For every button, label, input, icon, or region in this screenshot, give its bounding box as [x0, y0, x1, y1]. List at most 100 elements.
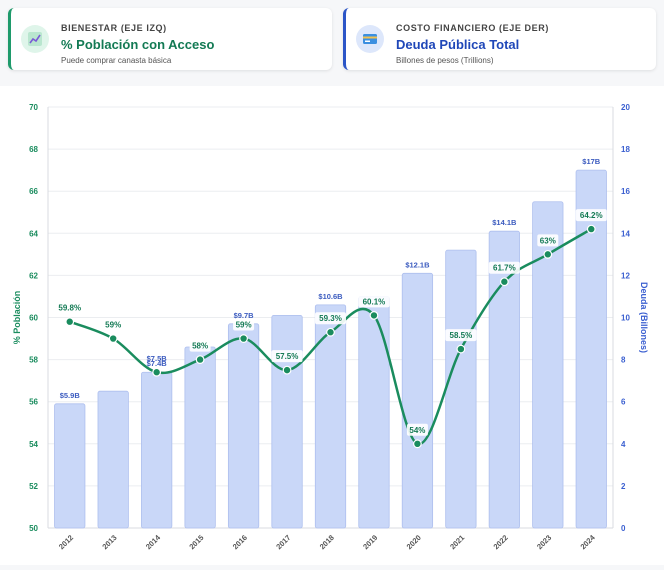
debt-bar: [141, 371, 173, 529]
poblacion-point: [456, 344, 466, 354]
poblacion-point: [282, 365, 292, 375]
poblacion-label: 63%: [540, 236, 556, 245]
x-tick-label: 2019: [361, 533, 379, 551]
x-tick-label: 2018: [318, 533, 336, 551]
credit-card-icon: [356, 25, 384, 53]
combo-chart: 505254565860626466687002468101214161820%…: [12, 103, 649, 551]
poblacion-label: 54%: [409, 426, 425, 435]
deuda-title: Deuda Pública Total: [396, 37, 520, 52]
left-axis-title: % Población: [12, 291, 22, 345]
right-tick-label: 20: [621, 103, 630, 112]
left-tick-label: 62: [29, 271, 38, 280]
debt-bar: [358, 296, 390, 529]
poblacion-point: [108, 334, 118, 343]
x-tick-label: 2023: [535, 533, 553, 551]
poblacion-label-bg: [54, 301, 86, 314]
debt-bar: [532, 201, 564, 529]
debt-bar: [401, 272, 434, 529]
right-tick-label: 16: [621, 187, 630, 196]
poblacion-point: [326, 327, 335, 337]
poblacion-label-bg: [315, 312, 346, 325]
bienestar-kicker: BIENESTAR (EJE IZQ): [61, 23, 167, 33]
debt-bar: [488, 230, 520, 529]
debt-bar: [271, 314, 303, 529]
poblacion-label: 59.3%: [319, 314, 342, 323]
poblacion-label: 58%: [192, 342, 208, 351]
right-tick-label: 6: [621, 398, 626, 407]
poblacion-label: 61.7%: [493, 264, 516, 273]
x-tick-label: 2016: [231, 533, 249, 551]
debt-bar-label: $12.1B: [405, 260, 430, 269]
left-tick-label: 66: [29, 187, 38, 196]
left-tick-label: 52: [29, 482, 38, 491]
chart-area: 50 52 54 56 58 60 62 64 66 68 70 0 2 4 6 8 10 12 14 16 18 20%…: [0, 86, 664, 565]
right-tick-label: 12: [621, 271, 630, 280]
poblacion-label-bg: [189, 339, 211, 352]
poblacion-label: 60.1%: [363, 297, 386, 306]
chart-line-icon: [21, 25, 49, 53]
x-tick-label: 2024: [579, 532, 598, 551]
poblacion-label-bg: [406, 423, 428, 436]
left-tick-label: 50: [29, 524, 38, 533]
right-tick-label: 4: [621, 440, 626, 449]
x-tick-label: 2013: [100, 533, 118, 551]
debt-bar: [184, 346, 216, 529]
poblacion-point: [239, 334, 248, 343]
deuda-card: COSTO FINANCIERO (EJE DER) Deuda Pública…: [343, 8, 656, 70]
x-tick-label: 2014: [144, 532, 163, 551]
debt-bar-label: $5.9B: [60, 391, 81, 400]
poblacion-point: [543, 249, 553, 259]
debt-bar: [54, 403, 86, 529]
x-tick-label: 2021: [448, 533, 466, 551]
debt-bar-label: $14.1B: [492, 218, 517, 227]
debt-bar: [227, 323, 260, 529]
deuda-kicker: COSTO FINANCIERO (EJE DER): [396, 23, 549, 33]
poblacion-point: [586, 224, 596, 234]
x-tick-label: 2015: [187, 533, 205, 551]
left-tick-label: 64: [29, 229, 38, 238]
right-tick-label: 10: [621, 314, 630, 323]
left-tick-label: 58: [29, 356, 38, 365]
x-tick-label: 2022: [492, 533, 510, 551]
right-axis-title: Deuda (Billones): [639, 282, 649, 353]
x-tick-label: 2017: [274, 533, 292, 551]
x-tick-label: 2020: [405, 533, 423, 551]
poblacion-point: [413, 439, 422, 449]
poblacion-label: 64.2%: [580, 211, 603, 220]
debt-bar-label: $10.6B: [318, 292, 343, 301]
x-tick-label: 2012: [57, 533, 75, 551]
debt-bar-label: $7.4B: [147, 359, 168, 368]
poblacion-label: 59%: [236, 321, 252, 330]
debt-bar-label: $17B: [582, 157, 601, 166]
debt-bar-label: $9.7B: [234, 311, 255, 320]
bienestar-subtitle: Puede comprar canasta básica: [61, 56, 172, 65]
poblacion-label-bg: [102, 318, 124, 331]
right-tick-label: 14: [621, 229, 630, 238]
debt-bar: [575, 169, 607, 529]
left-tick-label: 60: [29, 314, 38, 323]
deuda-subtitle: Billones de pesos (Trillions): [396, 56, 494, 65]
poblacion-label: 59.8%: [58, 304, 81, 313]
poblacion-label-bg: [445, 329, 477, 342]
bienestar-title: % Población con Acceso: [61, 37, 215, 52]
left-tick-label: 68: [29, 145, 38, 154]
right-tick-label: 18: [621, 145, 630, 154]
poblacion-label-bg: [575, 209, 607, 222]
poblacion-label-bg: [271, 350, 303, 363]
poblacion-point: [195, 355, 205, 365]
debt-bar: [314, 304, 347, 529]
left-tick-label: 54: [29, 440, 38, 449]
poblacion-label-bg: [358, 295, 390, 308]
right-tick-label: 8: [621, 356, 626, 365]
poblacion-label: 58.5%: [450, 331, 473, 340]
poblacion-point: [369, 310, 379, 320]
poblacion-point: [65, 317, 75, 327]
poblacion-label-bg: [537, 234, 559, 247]
poblacion-label-bg: [488, 261, 520, 274]
left-tick-label: 70: [29, 103, 38, 112]
poblacion-point: [152, 367, 162, 377]
debt-bar: [445, 249, 477, 529]
bienestar-card: BIENESTAR (EJE IZQ) % Población con Acce…: [8, 8, 332, 70]
poblacion-label: 57.5%: [276, 352, 299, 361]
overlap-label: $7.5B: [147, 354, 168, 363]
